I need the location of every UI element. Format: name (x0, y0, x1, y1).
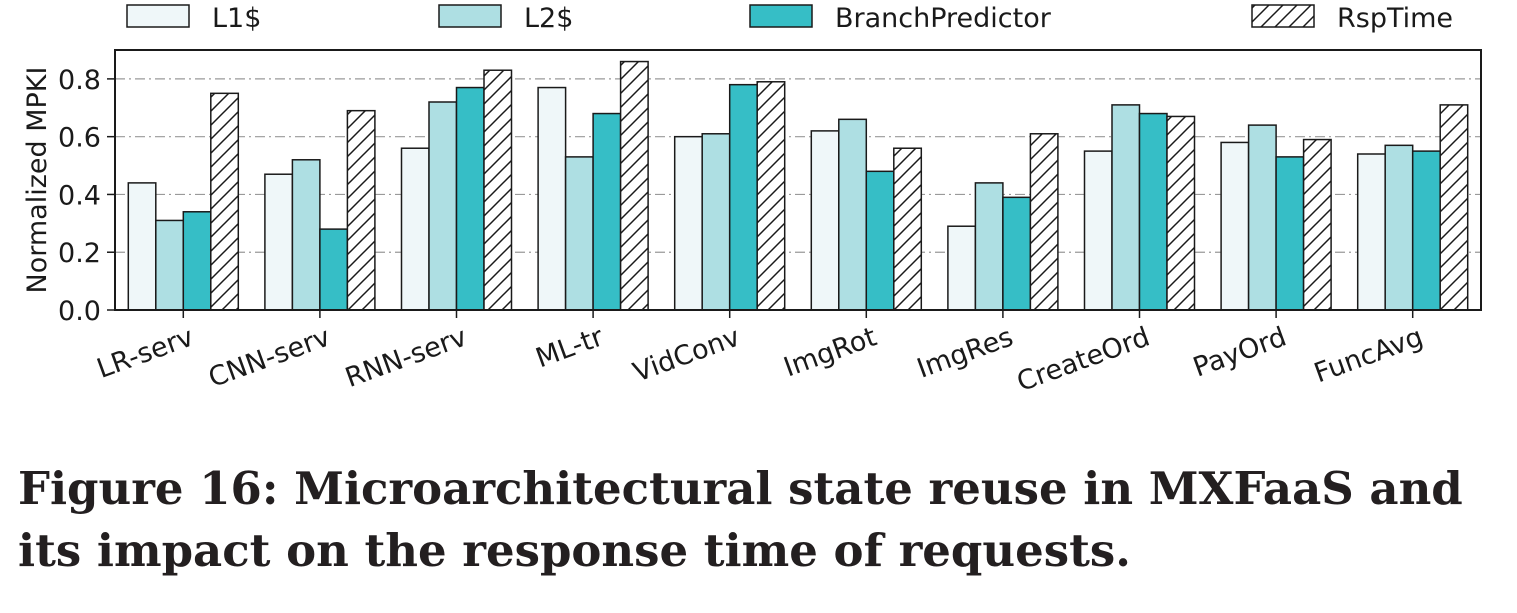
bar-l1-payord (1220, 141, 1250, 311)
legend-swatch (749, 4, 813, 28)
legend-label: BranchPredictor (835, 3, 1052, 34)
bar-rsptime-ml-tr (619, 60, 649, 311)
legend-label: L2$ (524, 3, 573, 34)
y-tick-label: 0.8 (58, 65, 101, 96)
bar-l2-cnn-serv (291, 159, 321, 311)
x-tick-label: VidConv (629, 321, 744, 388)
bar-branchpredictor-createord (1138, 112, 1168, 311)
legend: L1$ L2$ BranchPredictor RspTime (126, 3, 1453, 34)
legend-swatch (126, 4, 190, 28)
y-tick-label: 0.6 (58, 123, 101, 154)
bar-l1-ml-tr (537, 86, 567, 311)
bar-l1-funcavg (1356, 153, 1386, 311)
bar-l1-imgrot (810, 130, 840, 311)
figure-caption: Figure 16: Microarchitectural state reus… (18, 462, 1463, 577)
x-tick-label: ImgRes (913, 321, 1017, 384)
bar-l2-ml-tr (564, 156, 594, 311)
bar-rsptime-vidconv (756, 81, 786, 311)
bar-rsptime-rnn-serv (483, 69, 513, 311)
bar-l1-cnn-serv (264, 173, 294, 311)
y-tick-label: 0.0 (58, 296, 101, 327)
bar-l2-payord (1247, 124, 1277, 311)
x-tick-label: CNN-serv (205, 321, 335, 393)
y-axis: 0.0 0.2 0.4 0.6 0.8 (58, 65, 115, 327)
bar-rsptime-lr-serv (210, 92, 240, 311)
bar-l2-funcavg (1384, 144, 1414, 311)
x-tick-label: CreateOrd (1013, 321, 1154, 398)
bar-branchpredictor-lr-serv (182, 211, 212, 311)
y-tick-label: 0.2 (58, 238, 101, 269)
bar-l2-vidconv (701, 133, 731, 311)
bar-l2-lr-serv (155, 219, 185, 311)
bar-rsptime-cnn-serv (346, 109, 376, 311)
bar-branchpredictor-payord (1275, 156, 1305, 311)
legend-label: RspTime (1337, 3, 1453, 34)
y-axis-label: Normalized MPKI (22, 67, 53, 294)
x-tick-label: PayOrd (1189, 321, 1290, 383)
x-tick-label: ML-tr (532, 321, 609, 374)
x-tick-label: RNN-serv (341, 321, 471, 393)
bar-rsptime-createord (1166, 115, 1196, 311)
bar-rsptime-payord (1302, 138, 1332, 311)
bar-l1-vidconv (673, 135, 703, 311)
bar-branchpredictor-imgrot (865, 170, 895, 311)
bar-l1-rnn-serv (400, 147, 430, 311)
legend-label: L1$ (212, 3, 261, 34)
legend-swatch (438, 4, 502, 28)
bar-rsptime-funcavg (1439, 104, 1469, 311)
bar-branchpredictor-funcavg (1411, 150, 1441, 311)
bar-l1-lr-serv (127, 182, 157, 311)
bar-branchpredictor-imgres (1002, 196, 1032, 311)
bar-branchpredictor-ml-tr (592, 112, 622, 311)
x-tick-label: FuncAvg (1310, 321, 1427, 389)
bar-l2-imgrot (838, 118, 868, 311)
bar-l1-createord (1083, 150, 1113, 311)
x-tick-label: LR-serv (93, 321, 198, 384)
bar-l2-rnn-serv (428, 101, 458, 311)
bar-rsptime-imgrot (893, 147, 923, 311)
y-tick-label: 0.4 (58, 180, 101, 211)
bar-l2-createord (1111, 104, 1141, 311)
bar-branchpredictor-rnn-serv (455, 86, 485, 311)
bar-l1-imgres (947, 225, 977, 311)
bar-branchpredictor-cnn-serv (319, 228, 349, 311)
legend-swatch (1251, 4, 1315, 28)
bars (127, 60, 1469, 311)
bar-l2-imgres (974, 182, 1004, 311)
bar-chart: L1$ L2$ BranchPredictor RspTime 0.00.20.40.… (22, 3, 1482, 398)
x-tick-label: ImgRot (780, 321, 881, 383)
x-axis: LR-serv CNN-serv RNN-serv ML-tr VidConv ImgRo… (93, 310, 1427, 398)
bar-branchpredictor-vidconv (728, 83, 758, 311)
bar-rsptime-imgres (1029, 133, 1059, 311)
plot-frame (114, 49, 1482, 311)
